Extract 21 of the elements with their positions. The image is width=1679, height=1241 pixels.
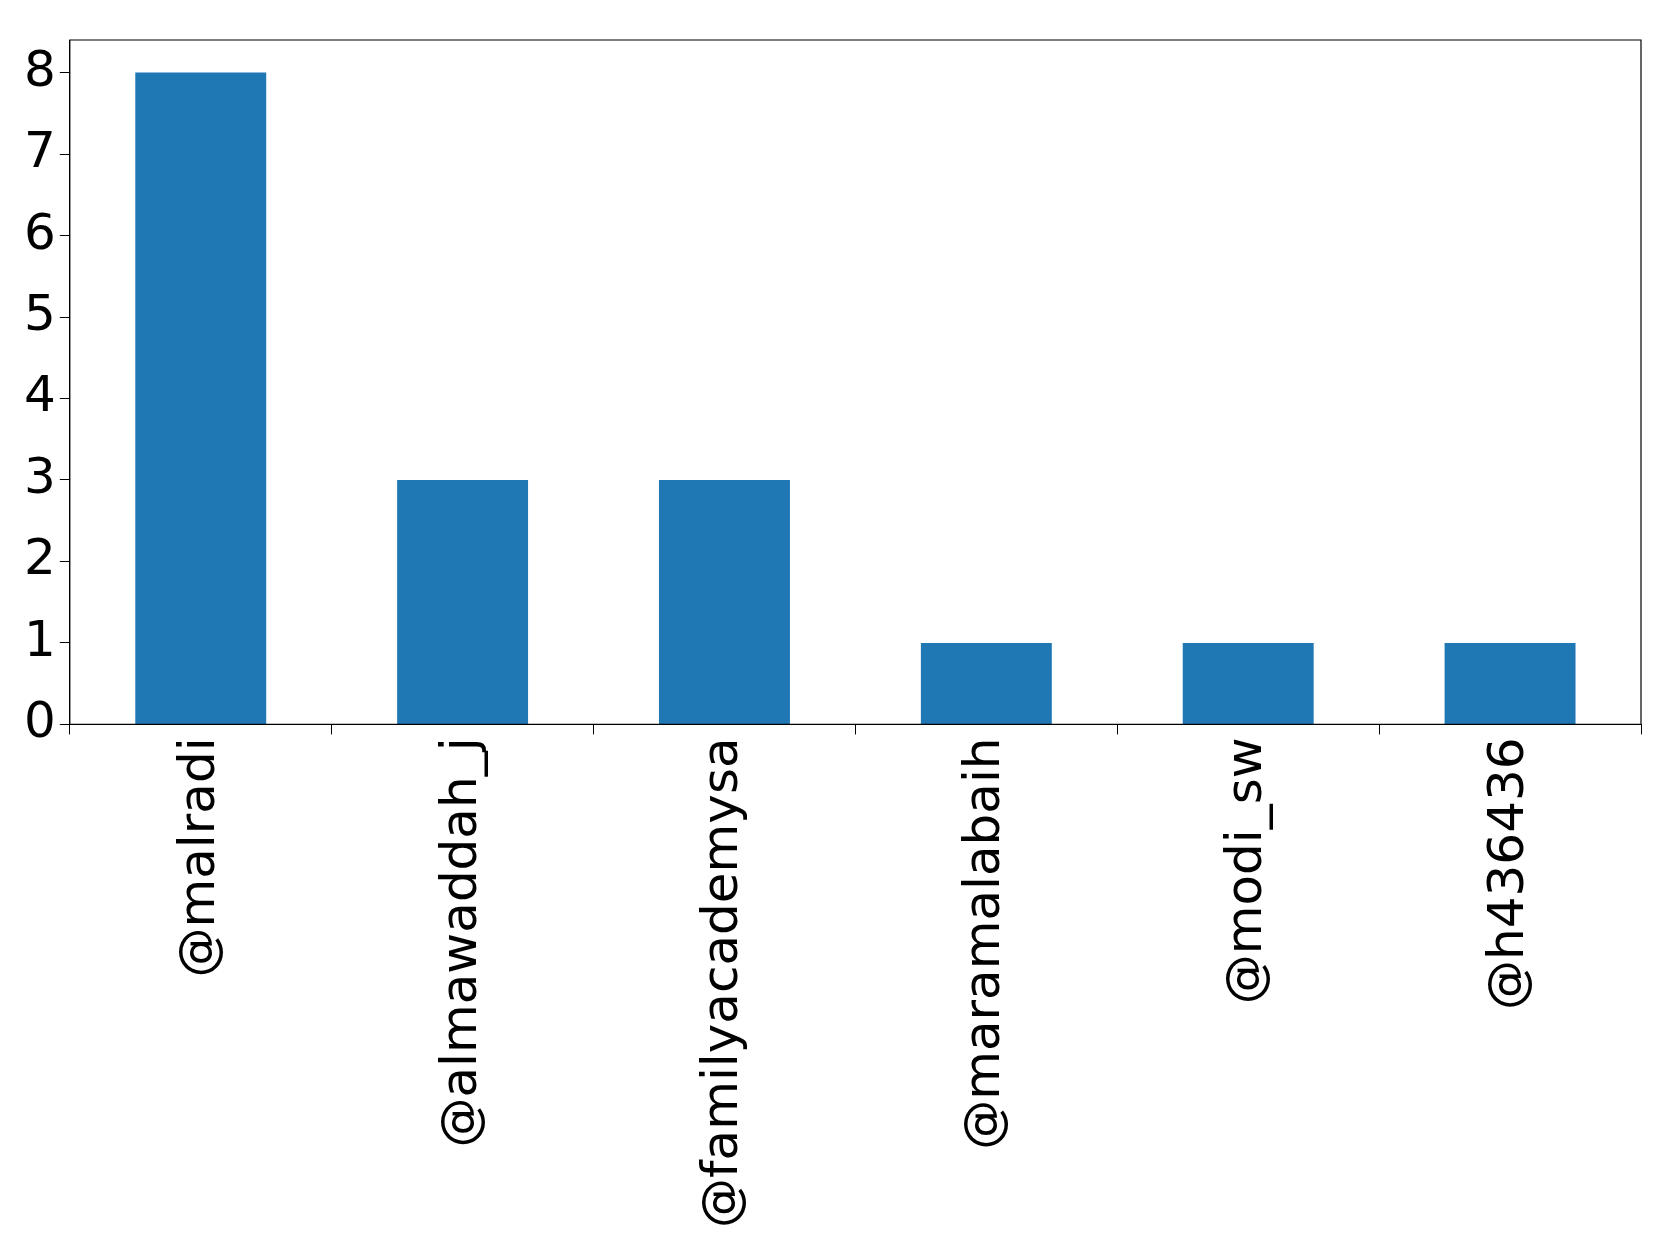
- x-tick-label: @modi_sw: [1215, 737, 1274, 1005]
- y-tick-label: 6: [24, 202, 56, 261]
- y-tick-label: 8: [24, 39, 56, 98]
- y-tick-label: 4: [24, 365, 56, 424]
- x-tick-label: @familyacademysa: [691, 737, 750, 1228]
- bar: [135, 72, 267, 724]
- x-tick-label: @malradi: [167, 737, 226, 978]
- x-tick-label: @maramalabaih: [953, 737, 1012, 1150]
- bar: [920, 642, 1052, 724]
- y-tick-label: 1: [24, 609, 56, 668]
- bar: [397, 479, 529, 724]
- bar: [659, 479, 790, 724]
- bar: [1182, 642, 1314, 724]
- bar: [1444, 642, 1576, 724]
- x-tick-label: @almawaddah_j: [429, 737, 488, 1148]
- x-tick-label: @h436436: [1477, 737, 1536, 1010]
- y-tick-label: 0: [24, 691, 56, 750]
- y-tick-label: 3: [24, 446, 56, 505]
- y-tick-label: 7: [24, 121, 56, 180]
- y-tick-label: 2: [24, 528, 56, 587]
- y-tick-label: 5: [24, 284, 56, 343]
